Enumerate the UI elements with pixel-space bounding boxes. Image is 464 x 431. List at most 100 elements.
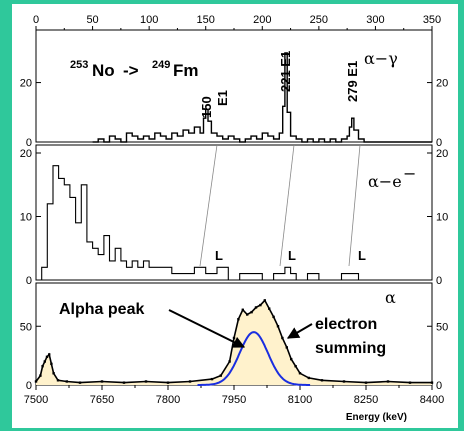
alpha-data-point xyxy=(52,372,55,375)
alpha-data-point xyxy=(43,360,46,363)
alpha-data-point xyxy=(219,374,222,377)
parent-nucleus: No xyxy=(92,61,115,80)
panel-frame-alpha-gamma xyxy=(35,29,433,143)
panel-2-left-tick-label-0: 0 xyxy=(26,380,32,392)
alpha-data-point xyxy=(263,299,266,302)
bottom-axis-tick-label-0: 7500 xyxy=(24,394,48,406)
alpha-data-point xyxy=(237,318,240,321)
alpha-data-point xyxy=(342,380,346,383)
top-axis-tick-label-6: 300 xyxy=(366,14,384,26)
correlation-line-1 xyxy=(279,144,295,267)
alpha-data-point xyxy=(56,379,60,382)
alpha-data-point xyxy=(166,381,170,384)
bottom-axis-tick-label-4: 8100 xyxy=(288,394,312,406)
alpha-data-point xyxy=(320,379,324,382)
alpha-spectrum-line xyxy=(35,299,432,384)
alpha-data-point xyxy=(281,336,284,340)
alpha-data-point xyxy=(228,360,231,363)
alpha-data-point xyxy=(254,306,258,309)
alpha-data-point xyxy=(268,307,271,310)
parent-mass: 253 xyxy=(70,59,88,71)
bottom-axis-tick-label-1: 7650 xyxy=(90,394,114,406)
annotation-summing: summing xyxy=(315,340,386,357)
top-axis-tick-label-5: 250 xyxy=(310,14,328,26)
bottom-axis-tick-label-5: 8250 xyxy=(354,394,378,406)
peak-label-150-type: E1 xyxy=(215,90,230,106)
alpha-data-point xyxy=(78,381,82,384)
daughter-nucleus: Fm xyxy=(173,61,199,80)
panel-0-left-tick-label-0: 0 xyxy=(26,137,32,149)
panel-1-right-tick-label-1: 10 xyxy=(436,212,448,224)
spectrum-line-alpha-gamma xyxy=(92,52,432,143)
panel-0-right-tick-label-1: 20 xyxy=(436,78,448,90)
alpha-data-point xyxy=(272,315,275,319)
top-axis-tick-label-0: 0 xyxy=(33,14,39,26)
alpha-data-point xyxy=(41,365,44,368)
alpha-peak-arrow xyxy=(168,309,246,348)
alpha-data-point xyxy=(48,353,51,356)
line-label-L-0: L xyxy=(215,248,223,263)
alpha-data-point xyxy=(298,372,302,375)
x-axis-label: Energy (keV) xyxy=(346,412,407,423)
panel-1-left-tick-label-0: 0 xyxy=(26,275,32,287)
panel-1-left-tick-label-1: 10 xyxy=(20,212,32,224)
alpha-data-point xyxy=(144,380,148,383)
top-axis-tick-label-7: 350 xyxy=(423,14,441,26)
alpha-data-point xyxy=(232,336,236,340)
top-axis-tick-label-4: 200 xyxy=(253,14,271,26)
line-label-L-1: L xyxy=(288,248,296,263)
alpha-data-point xyxy=(100,380,104,383)
bottom-axis-tick-label-2: 7800 xyxy=(156,394,180,406)
panel-label-alpha-gamma: α−γ xyxy=(364,49,398,68)
alpha-data-point xyxy=(408,381,412,384)
electron-summing-arrow xyxy=(286,323,313,339)
alpha-data-point xyxy=(364,381,368,384)
alpha-data-point xyxy=(50,362,53,366)
alpha-data-point xyxy=(250,310,253,314)
line-label-L-2: L xyxy=(358,248,366,263)
peak-label-221: 221 E1 xyxy=(278,51,293,92)
panel-2-left-tick-label-1: 50 xyxy=(20,321,32,333)
top-axis-tick-label-1: 50 xyxy=(86,14,98,26)
correlation-line-0 xyxy=(199,144,218,267)
panel-label-alpha-electron: α−e xyxy=(368,172,402,191)
panel-0-left-tick-label-1: 20 xyxy=(20,78,32,90)
alpha-data-point xyxy=(259,303,262,307)
panel-0-right-tick-label-0: 0 xyxy=(436,137,442,149)
alpha-data-point xyxy=(294,365,297,368)
alpha-data-point xyxy=(386,380,390,383)
alpha-data-point xyxy=(39,374,42,377)
alpha-data-point xyxy=(241,308,244,311)
alpha-data-point xyxy=(285,346,288,349)
alpha-data-point xyxy=(65,380,68,383)
alpha-data-point xyxy=(34,380,38,383)
panel-1-left-tick-label-2: 20 xyxy=(20,148,32,160)
alpha-data-point xyxy=(188,380,192,383)
panel-1-right-tick-label-0: 0 xyxy=(436,275,442,287)
peak-label-150: 150 xyxy=(199,96,214,118)
alpha-data-point xyxy=(290,357,293,361)
chart-stage: 0 50 100 150 200 250 300 350 7500 7650 7800 7950 810… xyxy=(12,4,458,428)
alpha-data-point xyxy=(45,355,49,358)
bottom-axis-tick-label-3: 7950 xyxy=(222,394,246,406)
gaussian-fit-curve xyxy=(197,331,311,386)
panel-label-alpha: α xyxy=(385,288,396,307)
alpha-data-point xyxy=(122,381,126,384)
panel-1-right-tick-label-2: 20 xyxy=(436,148,448,160)
annotation-alpha-peak: Alpha peak xyxy=(59,301,144,318)
reaction-arrow: -> xyxy=(123,61,139,80)
annotation-electron: electron xyxy=(315,316,377,333)
daughter-mass: 249 xyxy=(152,59,170,71)
panel-frame-alpha-electron xyxy=(35,144,433,281)
peak-label-279: 279 E1 xyxy=(345,61,360,102)
alpha-data-point xyxy=(276,325,280,328)
spectrum-line-alpha-electron xyxy=(36,165,432,281)
panel-2-right-tick-label-1: 50 xyxy=(436,321,448,333)
top-axis-tick-label-3: 150 xyxy=(197,14,215,26)
alpha-data-point xyxy=(246,313,249,316)
alpha-data-point xyxy=(307,376,310,380)
alpha-data-point xyxy=(210,377,214,381)
panel-2-right-tick-label-0: 0 xyxy=(436,380,442,392)
panel-label-sup: − xyxy=(403,164,416,183)
